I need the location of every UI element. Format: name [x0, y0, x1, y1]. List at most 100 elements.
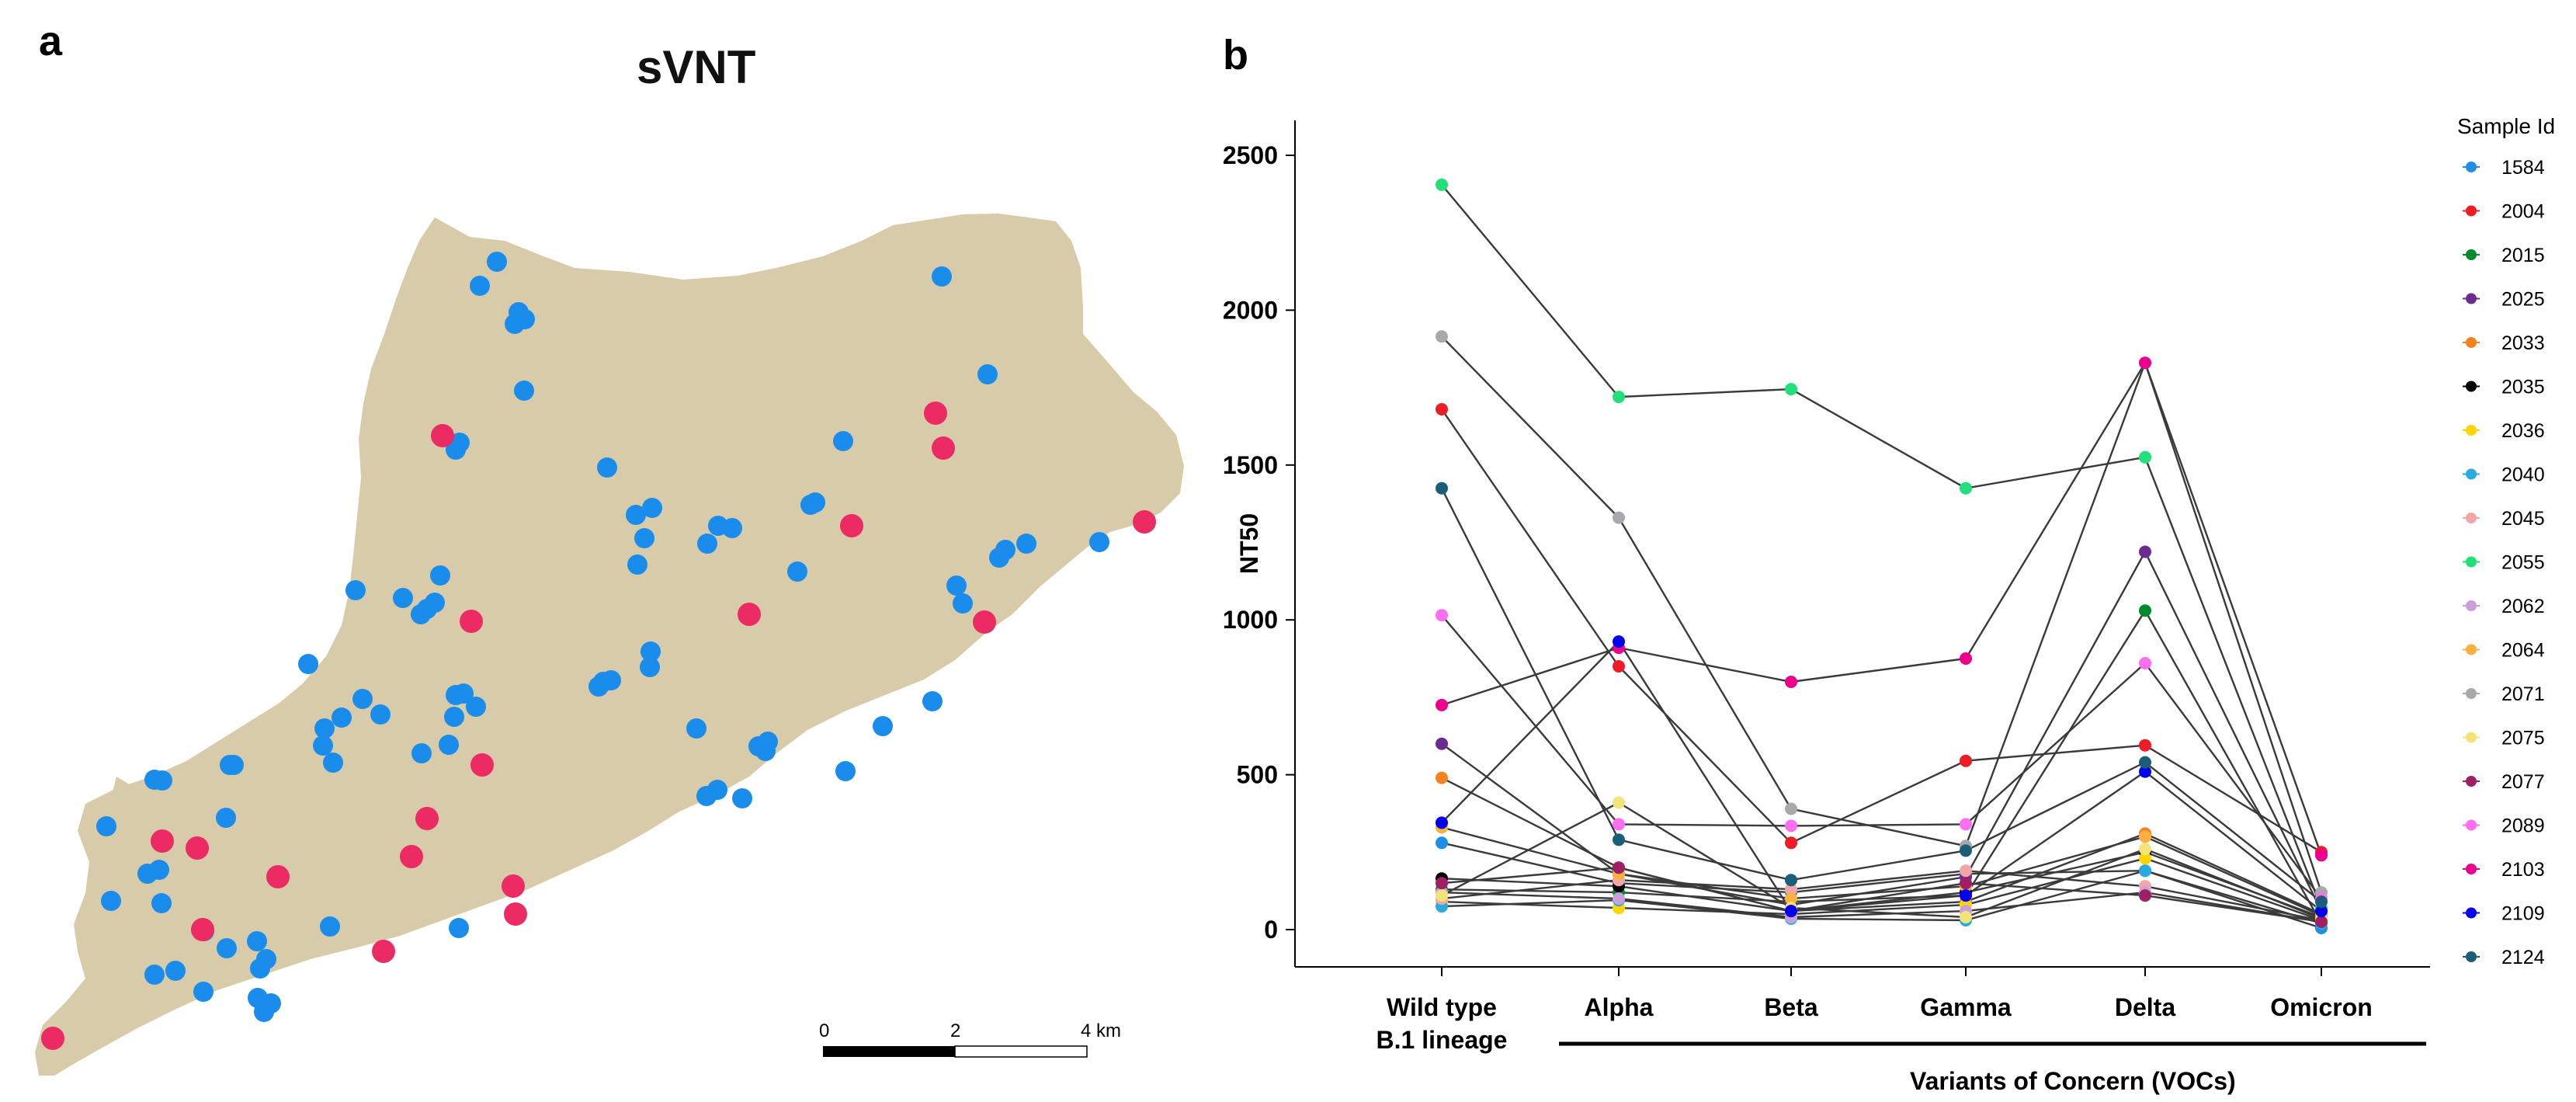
location-dot-high — [400, 845, 423, 868]
series-line-2064 — [1441, 826, 2322, 917]
location-dot-high — [924, 402, 947, 425]
series-line-2004 — [1441, 408, 2322, 853]
data-point-2103 — [1436, 698, 1448, 711]
data-point-2071 — [1785, 802, 1797, 815]
legend-label-2089: 2089 — [2501, 815, 2545, 837]
location-dot-low — [352, 689, 373, 709]
data-point-2064 — [2315, 909, 2328, 923]
voc-bracket-label: Variants of Concern (VOCs) — [1910, 1067, 2236, 1095]
data-point-2109 — [2139, 765, 2151, 778]
location-dot-low — [755, 741, 776, 761]
data-point-2015 — [2139, 604, 2151, 617]
data-point-2109 — [1960, 889, 1972, 902]
legend-marker-2036 — [2466, 425, 2477, 436]
data-point-2015 — [1960, 889, 1972, 902]
x-tick-label: Delta — [2115, 993, 2175, 1021]
legend-marker-2089 — [2466, 819, 2477, 831]
sample-locations — [41, 252, 1156, 1050]
location-dot-low — [833, 431, 853, 451]
location-dot-high — [372, 940, 395, 963]
location-dot-low — [686, 718, 706, 739]
data-point-2035 — [1613, 880, 1625, 893]
series-line-2015 — [1441, 608, 2323, 924]
legend-marker-2109 — [2466, 907, 2477, 919]
data-point-2089 — [1436, 609, 1448, 622]
location-dot-low — [323, 753, 343, 773]
map-title: sVNT — [637, 41, 756, 93]
data-point-2075 — [2315, 913, 2328, 925]
legend-label-2045: 2045 — [2501, 508, 2545, 530]
legend-label-2062: 2062 — [2501, 596, 2545, 617]
location-dot-low — [634, 528, 654, 548]
legend-marker-2033 — [2466, 337, 2477, 348]
series-line-2077 — [1441, 866, 2322, 923]
y-tick-label: 1500 — [1223, 451, 1278, 479]
location-dot-low — [946, 575, 967, 596]
location-dot-low — [247, 931, 267, 951]
pond — [672, 809, 721, 887]
series-line-1584 — [1441, 842, 2322, 930]
location-dot-low — [137, 864, 158, 884]
legend-marker-2055 — [2466, 556, 2477, 568]
legend-label-2015: 2015 — [2501, 245, 2545, 266]
location-dot-low — [707, 780, 727, 800]
data-point-2025 — [1613, 867, 1625, 881]
data-point-2071 — [1960, 840, 1972, 853]
legend-marker-1584 — [2466, 162, 2477, 172]
location-dot-high — [460, 610, 483, 633]
location-dot-high — [973, 610, 996, 634]
location-dot-high — [186, 836, 209, 860]
location-dot-low — [439, 735, 459, 755]
location-dot-low — [250, 958, 270, 979]
data-point-2055 — [1960, 481, 1972, 495]
location-dot-low — [597, 457, 617, 478]
location-dot-low — [642, 498, 662, 518]
legend-marker-2071 — [2466, 688, 2477, 699]
location-dot-low — [641, 641, 661, 662]
legend-label-2124: 2124 — [2501, 947, 2545, 968]
location-dot-low — [313, 735, 333, 756]
data-point-2055 — [2315, 902, 2328, 915]
data-point-2035 — [1436, 872, 1448, 885]
series-line-2025 — [1441, 549, 2323, 912]
data-point-2045 — [1613, 874, 1625, 887]
scale-label-2: 2 — [950, 1020, 960, 1041]
y-tick-label: 2000 — [1223, 296, 1278, 324]
data-point-2036 — [2315, 914, 2328, 926]
data-point-2045 — [2139, 880, 2151, 893]
location-dot-low — [430, 565, 450, 586]
data-point-2036 — [1960, 899, 1972, 912]
location-dot-low — [922, 691, 943, 711]
data-point-2103 — [1785, 676, 1797, 688]
data-point-2040 — [1436, 900, 1448, 913]
y-axis-label: NT50 — [1235, 513, 1263, 574]
data-point-2103 — [2139, 356, 2151, 370]
data-point-2033 — [1785, 905, 1797, 918]
data-point-2004 — [1613, 660, 1625, 673]
data-point-2025 — [2139, 545, 2151, 558]
series-line-2071 — [1441, 335, 2323, 893]
data-point-2071 — [1436, 330, 1448, 343]
x-tick-label: Gamma — [1920, 993, 2012, 1021]
location-dot-low — [697, 534, 717, 554]
series-line-2062 — [1441, 891, 2322, 923]
location-dot-low — [298, 654, 318, 674]
data-point-2036 — [1436, 895, 1448, 909]
legend-marker-2103 — [2466, 864, 2477, 874]
location-dot-low — [953, 593, 973, 614]
legend-marker-2035 — [2466, 381, 2477, 392]
scale-label-0: 0 — [819, 1020, 829, 1041]
series-line-2109 — [1441, 640, 2322, 913]
legend-label-2036: 2036 — [2501, 420, 2545, 442]
location-dot-low — [932, 266, 952, 287]
legend-title: Sample Id — [2457, 114, 2555, 138]
panel-a-label: a — [39, 18, 63, 64]
data-point-1584 — [1785, 886, 1797, 899]
y-tick-label: 1000 — [1223, 606, 1278, 634]
data-point-2077 — [2139, 889, 2151, 902]
location-dot-high — [504, 902, 527, 926]
legend-marker-2075 — [2466, 732, 2477, 743]
data-point-2071 — [2139, 356, 2151, 370]
scale-label-4km: 4 km — [1081, 1020, 1121, 1041]
location-dot-low — [216, 808, 236, 828]
